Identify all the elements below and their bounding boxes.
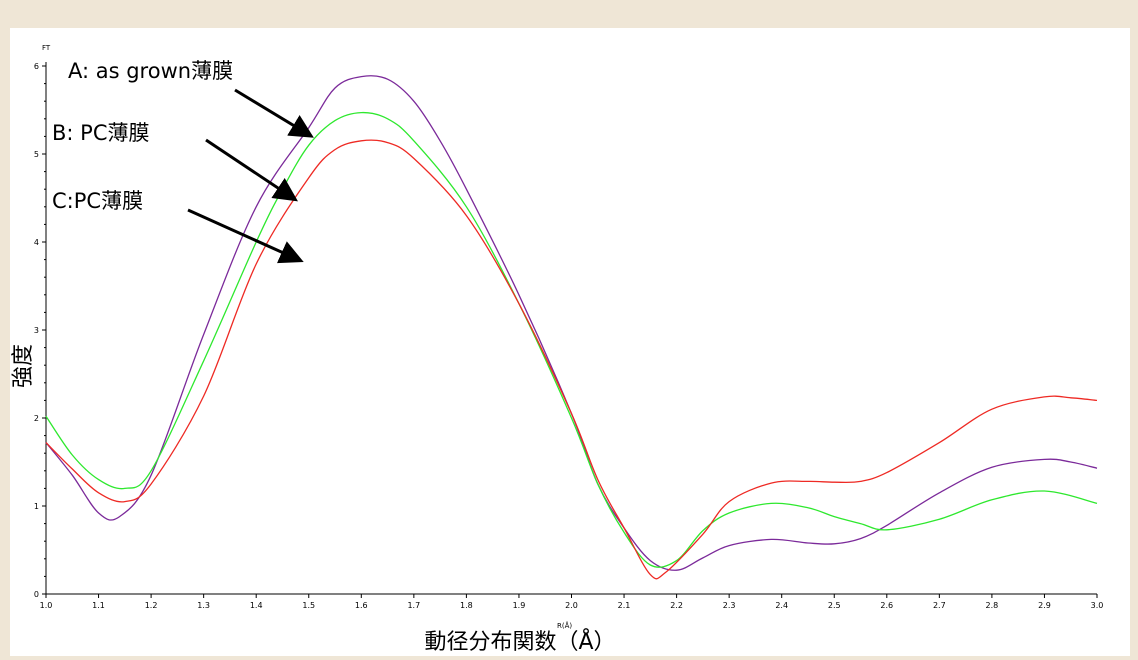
x-tick-label: 1.6 xyxy=(355,601,368,610)
annotation-label-a: A: as grown薄膜 xyxy=(68,59,233,83)
y-ticks: 0 1 2 3 4 5 6 xyxy=(34,62,46,599)
axes xyxy=(45,62,1097,595)
x-axis-label: 動径分布関数（Å） xyxy=(424,628,615,655)
x-tick-label: 1.3 xyxy=(197,601,210,610)
x-tick-label: 2.1 xyxy=(618,601,631,610)
y-axis-label: 強度 xyxy=(11,344,36,388)
x-tick-label: 2.0 xyxy=(565,601,578,610)
annotations: A: as grown薄膜 B: PC薄膜 C:PC薄膜 xyxy=(52,59,314,264)
x-axis-small-label: R(Å) xyxy=(557,621,572,630)
x-tick-label: 2.6 xyxy=(880,601,893,610)
annotation-arrow-c xyxy=(187,208,304,264)
y-axis-top-label: FT xyxy=(42,44,51,52)
y-tick-label: 3 xyxy=(34,326,39,335)
x-tick-label: 2.9 xyxy=(1038,601,1051,610)
annotation-label-c: C:PC薄膜 xyxy=(52,189,143,213)
y-tick-label: 5 xyxy=(34,150,39,159)
y-tick-label: 1 xyxy=(34,502,39,511)
series-line-a xyxy=(45,75,1098,571)
x-ticks: 1.0 1.1 1.2 1.3 1.4 1.5 1.6 1.7 1.8 1.9 2.0 2.1 2.2 2… xyxy=(40,594,1104,610)
x-tick-label: 1.9 xyxy=(513,601,526,610)
series-line-b xyxy=(45,111,1098,568)
x-tick-label: 3.0 xyxy=(1091,601,1104,610)
annotation-arrow-a xyxy=(234,88,314,138)
x-tick-label: 1.2 xyxy=(145,601,158,610)
series-lines xyxy=(45,75,1098,580)
y-tick-label: 0 xyxy=(34,590,39,599)
ft-line-chart: 0 1 2 3 4 5 6 1.0 1.1 1.2 1.3 1.4 1.5 1.6 1.7 1.8 1.9 2.… xyxy=(11,44,1104,655)
x-tick-label: 1.8 xyxy=(460,601,473,610)
y-tick-label: 2 xyxy=(34,414,39,423)
x-tick-label: 1.7 xyxy=(407,601,420,610)
x-tick-label: 2.2 xyxy=(670,601,683,610)
x-tick-label: 2.3 xyxy=(723,601,736,610)
series-line-c xyxy=(45,139,1098,580)
x-tick-label: 2.4 xyxy=(775,601,788,610)
chart-panel: 0 1 2 3 4 5 6 1.0 1.1 1.2 1.3 1.4 1.5 1.6 1.7 1.8 1.9 2.… xyxy=(10,28,1130,656)
x-tick-label: 1.0 xyxy=(40,601,53,610)
x-tick-label: 2.7 xyxy=(933,601,946,610)
x-tick-label: 2.5 xyxy=(828,601,841,610)
annotation-arrow-b xyxy=(205,138,298,202)
x-tick-label: 1.5 xyxy=(302,601,315,610)
x-tick-label: 1.4 xyxy=(250,601,263,610)
x-tick-label: 1.1 xyxy=(92,601,105,610)
annotation-label-b: B: PC薄膜 xyxy=(52,121,149,145)
y-tick-label: 6 xyxy=(34,62,39,71)
x-tick-label: 2.8 xyxy=(986,601,999,610)
y-tick-label: 4 xyxy=(34,238,39,247)
